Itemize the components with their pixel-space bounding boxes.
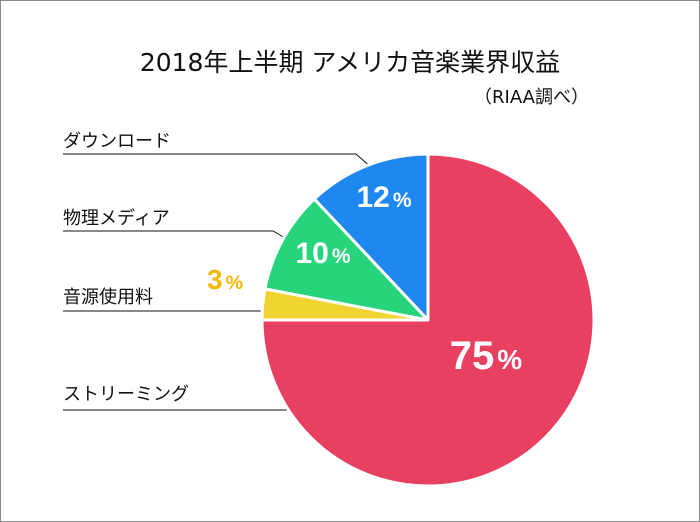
legend-label-streaming: ストリーミング [63,384,189,405]
pie-slice [312,152,430,322]
pie-slice [260,152,596,488]
slice-value-label: 3% [207,264,243,295]
slice-value-label: 10% [295,237,350,270]
legend-label-download: ダウンロード [63,131,171,152]
slice-value-label: 75% [450,334,523,378]
leader-line [63,230,288,240]
chart-title: 2018年上半期 アメリカ音楽業界収益 [139,48,561,77]
leader-line [63,153,373,169]
slice-value-label: 12% [356,181,411,214]
pie-slice [263,197,430,322]
legend-label-royalties: 音源使用料 [63,287,153,308]
chart-subtitle: （RIAA調べ） [474,87,589,108]
legend-label-physical: 物理メディア [63,208,170,229]
